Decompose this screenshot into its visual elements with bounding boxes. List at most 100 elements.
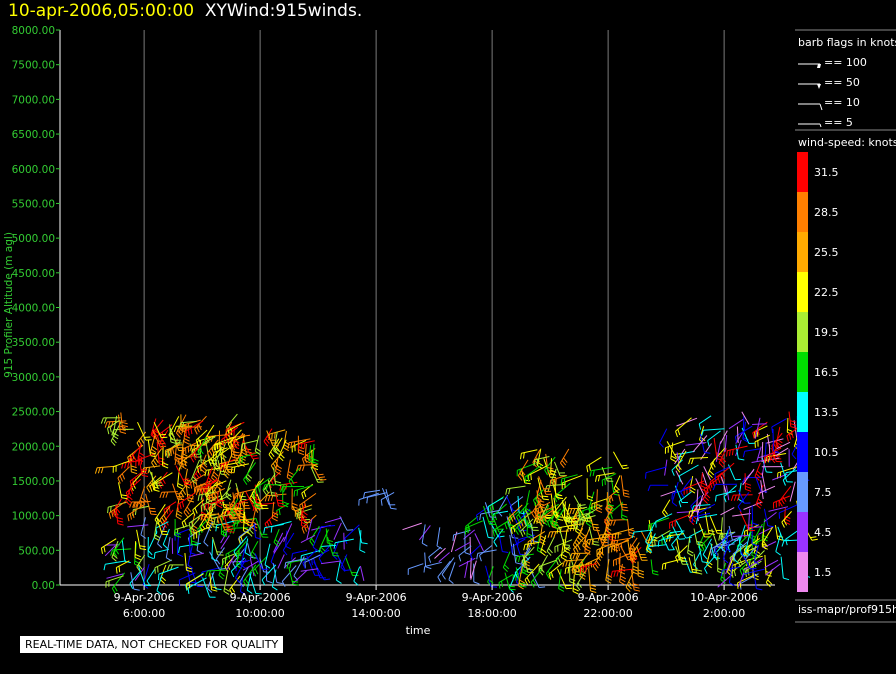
barb-shaft <box>591 498 607 505</box>
wind-barb <box>256 493 269 509</box>
barb-shaft <box>527 530 546 543</box>
wind-barb <box>304 443 312 464</box>
barb-flag <box>526 532 533 537</box>
barb-flag <box>213 517 216 524</box>
wind-barb <box>293 484 313 497</box>
wind-barb <box>701 428 725 437</box>
barb-flag <box>526 475 530 482</box>
barb-flag <box>542 495 549 498</box>
barb-shaft <box>628 537 638 551</box>
wind-barb <box>158 471 168 489</box>
barb-flag <box>718 462 724 468</box>
wind-barb <box>104 420 127 428</box>
barb-flag <box>706 487 709 494</box>
barb-shaft <box>685 442 707 446</box>
barb-shaft <box>688 500 702 519</box>
wind-barb <box>573 511 591 530</box>
speed-swatch <box>797 192 808 232</box>
barb-shaft <box>477 549 497 554</box>
barb-shaft <box>722 566 740 571</box>
barb-shaft <box>153 472 173 485</box>
barb-shaft <box>506 495 514 511</box>
barb-flag <box>721 473 725 480</box>
barb-flag <box>150 510 157 513</box>
barb-flag <box>279 453 285 459</box>
barb-shaft <box>732 559 747 566</box>
barb-flag <box>520 453 522 460</box>
barb-flag <box>304 562 306 569</box>
y-axis-label: 915 Profiler Altitude (m agl) <box>3 232 15 378</box>
wind-barb <box>464 532 471 556</box>
barb-flag <box>541 517 545 525</box>
barb-flag <box>303 442 306 449</box>
barb-shaft <box>281 565 297 582</box>
barb-shaft <box>106 420 127 423</box>
wind-barb <box>754 417 761 439</box>
barb-flag <box>605 518 611 525</box>
barb-shaft <box>573 495 582 509</box>
barb-shaft <box>612 568 633 572</box>
y-tick-label: 1000.00 <box>12 511 55 523</box>
barb-flag <box>522 528 526 535</box>
barb-shaft <box>215 547 225 560</box>
barb-flag <box>554 510 559 517</box>
barb-flag <box>738 498 744 503</box>
wind-barb <box>197 491 215 501</box>
barb-flag <box>585 539 589 546</box>
barb-flag <box>581 506 588 509</box>
barb-shaft <box>553 496 567 514</box>
barb-flag <box>555 493 562 496</box>
barb-flag <box>718 534 721 541</box>
source-label: iss-mapr/prof915h <box>798 603 896 616</box>
barb-flag <box>162 465 169 469</box>
barb-flag <box>133 588 140 591</box>
barb-flag <box>561 553 568 558</box>
barb-flag <box>781 521 785 528</box>
wind-barb <box>685 442 707 446</box>
barb-shaft <box>480 509 501 515</box>
barb-shaft <box>758 526 773 535</box>
barb-shaft <box>292 549 308 554</box>
barb-shaft <box>177 492 196 506</box>
speed-legend-title: wind-speed: knots <box>798 136 896 149</box>
barb-flag <box>359 549 366 554</box>
barb-shaft <box>553 506 566 525</box>
barb-shaft <box>358 492 379 501</box>
wind-barb <box>291 549 308 560</box>
wind-barb <box>127 524 149 528</box>
barb-shaft <box>728 418 744 430</box>
barb-flag <box>192 481 195 488</box>
barb-shaft <box>518 565 523 586</box>
barb-flag <box>266 580 273 584</box>
wind-barb <box>742 421 749 443</box>
barb-flag <box>226 511 229 518</box>
wind-barb <box>732 513 751 517</box>
barb-flag <box>214 463 220 469</box>
barb-flag <box>303 491 307 498</box>
barb-shaft <box>762 541 777 549</box>
barb-flag <box>575 546 579 553</box>
wind-barb <box>720 476 728 496</box>
barb-flag <box>550 531 554 538</box>
barb-flag <box>187 423 190 430</box>
wind-barb <box>778 485 792 507</box>
barb-flag <box>117 523 124 526</box>
wind-barb <box>156 575 163 595</box>
wind-barb <box>176 492 196 511</box>
wind-barb <box>742 468 755 486</box>
speed-legend-item: 25.5 <box>797 232 839 272</box>
barb-shaft <box>506 485 526 490</box>
barb-flag <box>183 520 187 527</box>
barb-shaft <box>537 477 544 500</box>
barb-shaft <box>738 524 746 543</box>
wind-barb <box>789 481 796 502</box>
barb-shaft <box>216 520 235 526</box>
barb-flag <box>235 577 240 583</box>
wind-barb <box>235 558 247 583</box>
barb-legend-item: == 5 <box>798 116 853 129</box>
wind-barb <box>385 488 397 510</box>
wind-barb <box>715 441 722 462</box>
wind-barb <box>775 447 789 457</box>
barb-shaft <box>558 526 566 548</box>
barb-flag <box>197 494 200 501</box>
